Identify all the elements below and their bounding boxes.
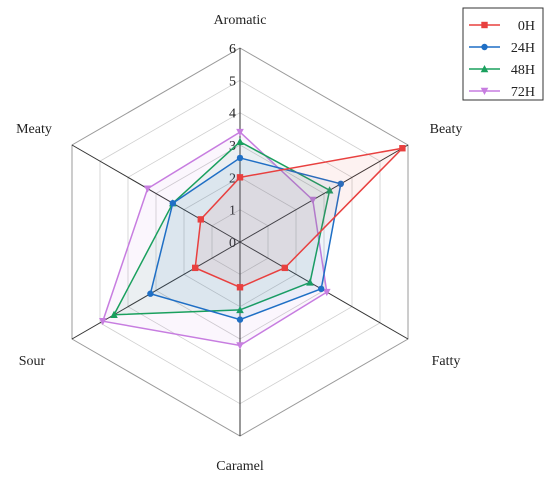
tick-label: 6 bbox=[229, 42, 236, 57]
tick-label: 0 bbox=[229, 236, 236, 251]
legend-label: 72H bbox=[511, 85, 535, 100]
legend-item-24h: 24H bbox=[469, 41, 535, 56]
data-point-72h-sour bbox=[98, 318, 107, 326]
axis-title-meaty: Meaty bbox=[16, 122, 52, 137]
data-point-24h-beaty bbox=[337, 180, 345, 187]
data-point-48h-beaty bbox=[325, 186, 334, 194]
data-point-72h-meaty bbox=[143, 185, 152, 193]
tick-label: 4 bbox=[229, 107, 236, 122]
series-24h bbox=[147, 154, 345, 323]
legend-label: 0H bbox=[518, 19, 535, 34]
legend-marker bbox=[481, 21, 488, 29]
legend-item-72h: 72H bbox=[469, 85, 535, 100]
data-point-72h-beaty bbox=[309, 196, 317, 204]
data-point-24h-caramel bbox=[236, 316, 244, 323]
legend-marker bbox=[480, 65, 489, 73]
tick-label: 1 bbox=[229, 204, 236, 219]
tick-label: 3 bbox=[229, 139, 236, 154]
axis-spoke-meaty bbox=[71, 144, 241, 243]
data-point-72h-fatty bbox=[323, 288, 331, 297]
axis-title-caramel: Caramel bbox=[216, 459, 264, 474]
data-point-72h-caramel bbox=[236, 342, 244, 350]
data-point-48h-fatty bbox=[306, 278, 314, 286]
series-0h bbox=[191, 145, 406, 291]
data-point-0h-aromatic bbox=[236, 174, 244, 181]
legend-item-0h: 0H bbox=[469, 19, 535, 34]
data-point-24h-sour bbox=[147, 290, 154, 297]
radial-tick-labels: 0 1 2 3 4 5 6 bbox=[229, 42, 236, 251]
data-point-24h-meaty bbox=[169, 200, 176, 207]
data-point-0h-meaty bbox=[197, 216, 204, 223]
data-point-24h-aromatic bbox=[236, 154, 244, 162]
data-point-0h-sour bbox=[191, 264, 199, 272]
legend: 0H 24H 48H 72H bbox=[462, 7, 544, 101]
axis-title-sour: Sour bbox=[19, 354, 46, 369]
axis-spoke-beaty bbox=[239, 144, 409, 243]
legend-box bbox=[462, 7, 544, 101]
axis-titles: Aromatic Beaty Fatty Caramel Sour Meaty bbox=[16, 13, 462, 474]
tick-label: 5 bbox=[229, 74, 236, 89]
legend-label: 48H bbox=[511, 63, 535, 78]
legend-marker bbox=[481, 43, 488, 51]
data-point-48h-caramel bbox=[236, 305, 244, 314]
data-point-48h-sour bbox=[110, 310, 118, 318]
data-point-24h-fatty bbox=[318, 285, 325, 293]
data-point-72h-aromatic bbox=[236, 128, 244, 137]
series-72h bbox=[98, 128, 331, 350]
legend-marker bbox=[480, 87, 489, 95]
axis-title-aromatic: Aromatic bbox=[214, 13, 267, 28]
data-series bbox=[98, 128, 406, 350]
tick-label: 2 bbox=[229, 171, 236, 186]
data-point-0h-caramel bbox=[236, 284, 244, 291]
data-point-0h-beaty bbox=[399, 145, 406, 152]
data-point-48h-aromatic bbox=[236, 137, 244, 145]
legend-label: 24H bbox=[511, 41, 535, 56]
legend-item-48h: 48H bbox=[469, 63, 535, 78]
axis-spoke-sour bbox=[71, 241, 241, 340]
axis-title-fatty: Fatty bbox=[432, 354, 461, 369]
axis-title-beaty: Beaty bbox=[430, 122, 463, 137]
data-point-0h-fatty bbox=[281, 264, 289, 272]
